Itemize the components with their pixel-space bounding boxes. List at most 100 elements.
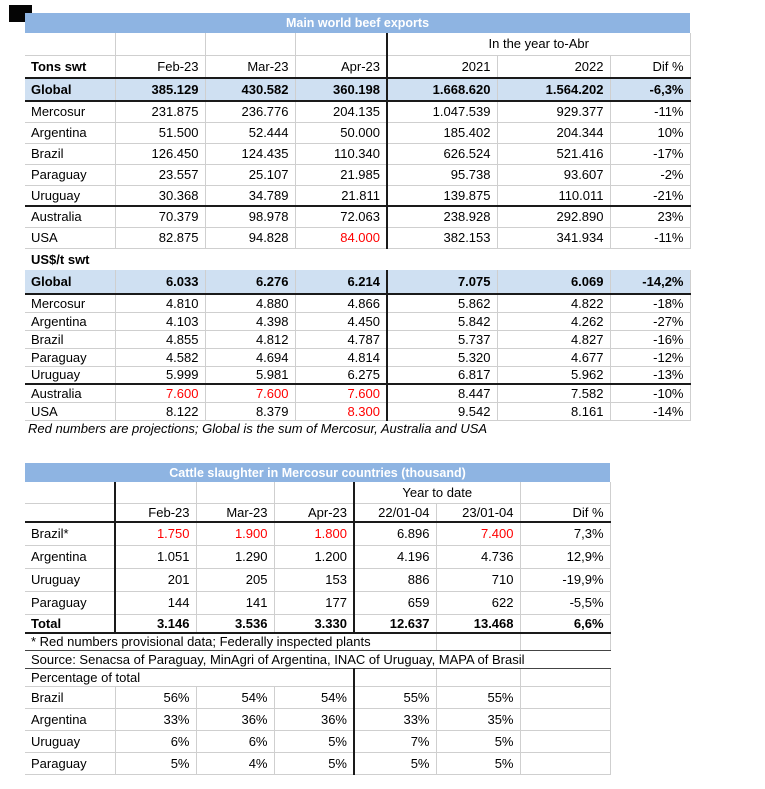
cell: -27% (610, 312, 691, 331)
year-span-header: In the year to-Abr (387, 33, 691, 56)
cell: 5.999 (115, 366, 206, 385)
cell: 382.153 (387, 227, 498, 249)
cell: -12% (610, 348, 691, 367)
tons-rows-body: Mercosur 231.875 236.776 204.135 1.047.539 92… (25, 101, 691, 249)
cell: -2% (610, 164, 691, 186)
beef-header-row: Tons swt Feb-23 Mar-23 Apr-23 2021 2022 … (25, 55, 691, 79)
cell: 144 (115, 591, 197, 615)
cell: 4.736 (436, 545, 521, 569)
cell: 34.789 (205, 185, 296, 207)
column-header: Dif % (610, 55, 691, 79)
cell: 12,9% (520, 545, 611, 569)
cell: -5,5% (520, 591, 611, 615)
row-label: Uruguay (25, 568, 116, 592)
cell: -6,3% (610, 78, 691, 102)
empty-cell (25, 33, 116, 56)
table-row: Argentina 4.103 4.398 4.450 5.842 4.262 -27% (25, 312, 691, 331)
cell: 341.934 (497, 227, 611, 249)
row-label: Uruguay (25, 185, 116, 207)
cell: 292.890 (497, 206, 611, 228)
percentage-label: Percentage of total (25, 668, 355, 687)
row-label: Global (25, 78, 116, 102)
column-header: Mar-23 (205, 55, 296, 79)
row-label: Paraguay (25, 348, 116, 367)
cell: 50.000 (295, 122, 388, 144)
row-label: USA (25, 227, 116, 249)
cell: 5.862 (387, 294, 498, 313)
cell: 5.737 (387, 330, 498, 349)
cell: 51.500 (115, 122, 206, 144)
beef-table-title: Main world beef exports (25, 13, 690, 33)
cell: 95.738 (387, 164, 498, 186)
table-row: Uruguay 201 205 153 886 710 -19,9% (25, 568, 611, 592)
cell: 110.340 (295, 143, 388, 165)
cell: 6% (115, 730, 197, 753)
row-label: Australia (25, 206, 116, 228)
cell: 521.416 (497, 143, 611, 165)
row-label: Global (25, 270, 116, 295)
cell: 4.398 (205, 312, 296, 331)
cell: 6% (196, 730, 275, 753)
cell: 7.600 (205, 384, 296, 403)
empty-cell (115, 482, 197, 504)
cell: 5% (274, 752, 355, 775)
cell: 4.196 (354, 545, 437, 569)
cell: 4.827 (497, 330, 611, 349)
cattle-rows-body: Brazil* 1.750 1.900 1.800 6.896 7.400 7,3% Arge… (25, 522, 611, 615)
cell: 9.542 (387, 402, 498, 421)
cell: 56% (115, 686, 197, 709)
row-label: Brazil (25, 330, 116, 349)
cell: 6.276 (205, 270, 296, 295)
empty-cell (354, 668, 437, 687)
cell (520, 686, 611, 709)
column-header: 23/01-04 (436, 503, 521, 523)
cell: 626.524 (387, 143, 498, 165)
cattle-footnote-row: * Red numbers provisional data; Federall… (25, 633, 611, 651)
column-header: Tons swt (25, 55, 116, 79)
row-label: Brazil* (25, 522, 116, 546)
cell: 3.330 (274, 614, 355, 634)
empty-cell (436, 633, 521, 651)
cell: 6.033 (115, 270, 206, 295)
cell: 5% (115, 752, 197, 775)
beef-exports-table: Main world beef exports In the year to-A… (25, 13, 691, 421)
cell: 185.402 (387, 122, 498, 144)
cell: 6.896 (354, 522, 437, 546)
cattle-slaughter-table: Cattle slaughter in Mercosur countries (… (25, 463, 611, 775)
row-label: Brazil (25, 686, 116, 709)
row-label: Argentina (25, 312, 116, 331)
cell: 1.900 (196, 522, 275, 546)
cattle-header-row: Feb-23 Mar-23 Apr-23 22/01-04 23/01-04 D… (25, 503, 611, 523)
cell: 13.468 (436, 614, 521, 634)
empty-cell (205, 33, 296, 56)
table-row: USA 8.122 8.379 8.300 9.542 8.161 -14% (25, 402, 691, 421)
cell: 6.817 (387, 366, 498, 385)
column-header: Dif % (520, 503, 611, 523)
empty-cell (196, 482, 275, 504)
cell: -14% (610, 402, 691, 421)
cell: 21.811 (295, 185, 388, 207)
cell: 5% (436, 752, 521, 775)
row-label: Uruguay (25, 366, 116, 385)
row-label: Paraguay (25, 591, 116, 615)
column-header: 2021 (387, 55, 498, 79)
cell (520, 708, 611, 731)
cell: -19,9% (520, 568, 611, 592)
table-row: Brazil 4.855 4.812 4.787 5.737 4.827 -16% (25, 330, 691, 349)
cell: 4.103 (115, 312, 206, 331)
cell: -17% (610, 143, 691, 165)
table-row: Brazil* 1.750 1.900 1.800 6.896 7.400 7,3% (25, 522, 611, 546)
cell: 5% (436, 730, 521, 753)
cell: 55% (436, 686, 521, 709)
cell (520, 730, 611, 753)
cell: 5% (274, 730, 355, 753)
empty-cell (436, 668, 521, 687)
beef-table-title-row: Main world beef exports (25, 13, 690, 33)
cell: 385.129 (115, 78, 206, 102)
cell: 7.400 (436, 522, 521, 546)
empty-cell (115, 33, 206, 56)
cell: 52.444 (205, 122, 296, 144)
cell: 8.161 (497, 402, 611, 421)
row-label: Argentina (25, 708, 116, 731)
